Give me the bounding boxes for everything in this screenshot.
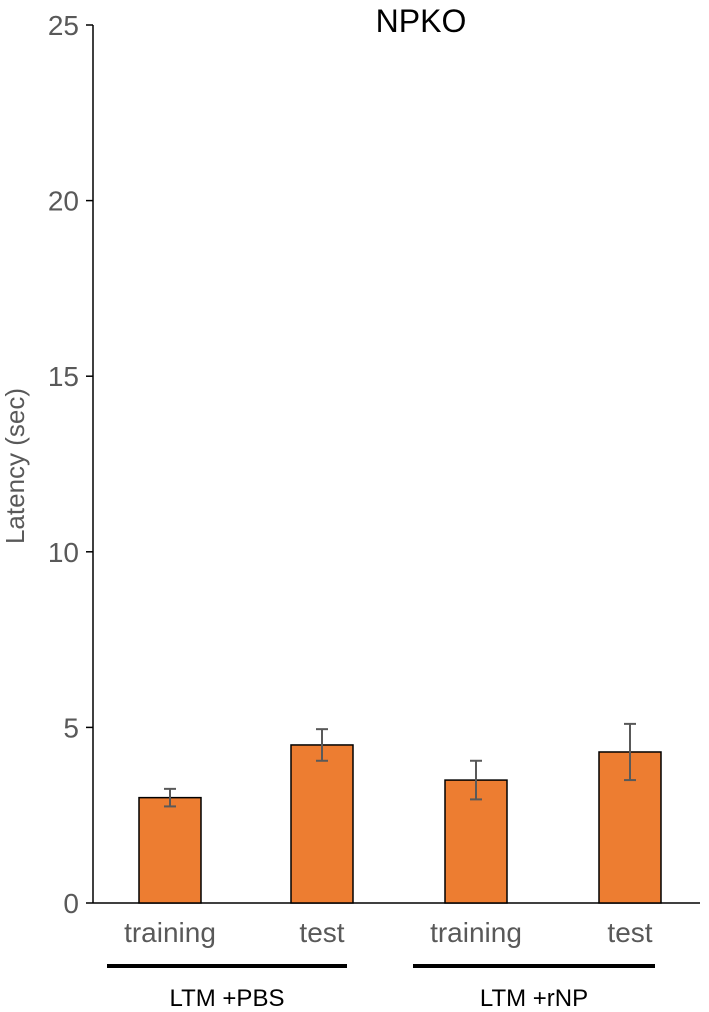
y-tick-label: 10 (48, 537, 79, 568)
bar (138, 796, 202, 904)
group-label: LTM +rNP (480, 985, 588, 1012)
category-labels: training test training test (124, 917, 653, 948)
y-ticks: 0 5 10 15 20 25 (48, 10, 93, 919)
bar (290, 744, 354, 904)
y-tick-label: 15 (48, 361, 79, 392)
y-tick-label: 0 (63, 888, 79, 919)
x-tick-label: training (124, 917, 216, 948)
bars (138, 744, 662, 904)
chart-title: NPKO (376, 3, 467, 39)
x-tick-label: training (430, 917, 522, 948)
y-axis-label: Latency (sec) (0, 388, 30, 544)
group-label: LTM +PBS (170, 985, 285, 1012)
error-bars (164, 722, 636, 808)
y-tick-label: 25 (48, 10, 79, 41)
y-tick-label: 20 (48, 186, 79, 217)
bar (444, 779, 508, 904)
x-tick-label: test (299, 917, 344, 948)
x-tick-label: test (607, 917, 652, 948)
group-labels: LTM +PBS LTM +rNP (107, 964, 655, 1012)
y-tick-label: 5 (63, 712, 79, 743)
